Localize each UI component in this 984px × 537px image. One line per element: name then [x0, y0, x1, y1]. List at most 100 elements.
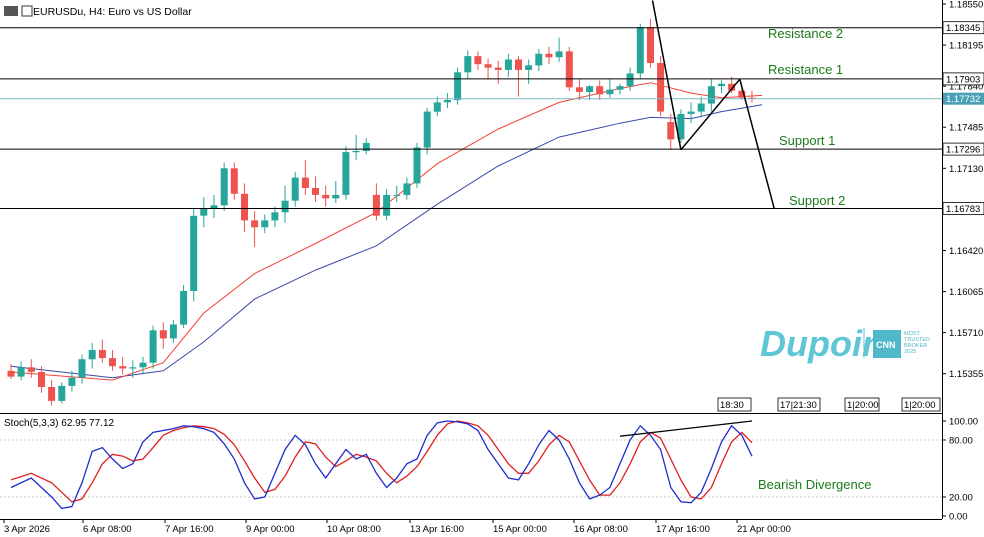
level-price-tag-text: 1.17903	[946, 74, 980, 85]
stoch-tick-label: 20.00	[949, 493, 973, 504]
candle-body	[149, 330, 157, 363]
badge-line-4: 2025	[904, 349, 916, 355]
levels-group	[0, 27, 942, 209]
candle-body	[575, 87, 583, 92]
candle-body	[606, 89, 614, 95]
price-tick-label: 1.18195	[949, 41, 983, 52]
candle-body	[210, 205, 218, 209]
future-time-label: 1|20:00	[847, 400, 879, 411]
candle-body	[261, 220, 269, 228]
candle-body	[596, 86, 604, 95]
level-price-tag	[942, 142, 984, 156]
level-price-tag-text: 1.17296	[946, 145, 980, 156]
candle-body	[281, 200, 289, 213]
future-time-box	[717, 397, 752, 412]
candle-body	[372, 194, 380, 216]
breakdown-projection-line	[739, 79, 776, 209]
resistance-2-label: Resistance 2	[768, 26, 843, 41]
time-tick-label: 9 Apr 00:00	[246, 524, 295, 535]
level-price-tag	[942, 202, 984, 215]
price-tick-label: 1.16420	[949, 246, 983, 257]
support-1-label: Support 1	[779, 133, 835, 148]
candle-body	[68, 377, 76, 386]
time-tick-label: 17 Apr 16:00	[656, 524, 710, 535]
time-tick-label: 10 Apr 08:00	[327, 524, 381, 535]
future-time-box	[844, 397, 880, 412]
candle-body	[88, 350, 96, 360]
candle-body	[27, 367, 35, 372]
future-time-label: 17|21:30	[780, 400, 817, 411]
time-tick-label: 7 Apr 16:00	[165, 524, 214, 535]
candle-body	[322, 194, 330, 199]
candle-body	[454, 72, 462, 101]
future-time-box	[901, 397, 941, 412]
support-2-label: Support 2	[789, 193, 845, 208]
candle-body	[667, 122, 675, 140]
future-time-labels: 18:30 17|21:30 1|20:00 1|20:00	[717, 397, 941, 412]
candle-body	[586, 86, 594, 92]
candle-body	[413, 147, 421, 184]
candle-body	[433, 102, 441, 112]
candle-body	[58, 385, 66, 401]
stochastic-group	[0, 420, 942, 510]
flag-pole-line	[651, 0, 682, 150]
candle-body	[78, 359, 86, 378]
time-tick-label: 3 Apr 2026	[4, 524, 50, 535]
candle-body	[504, 59, 512, 70]
badge-line-3: BROKER	[904, 343, 927, 349]
candle-body	[738, 90, 746, 98]
candle-body	[707, 86, 715, 104]
candle-body	[464, 56, 472, 73]
candle-body	[7, 370, 15, 377]
candle-body	[352, 151, 360, 153]
ma-fast-line	[10, 82, 763, 381]
stoch-axis-labels: 100.00 80.00 20.00 0.00	[942, 417, 978, 523]
price-tick-label: 1.18550	[949, 0, 983, 11]
future-time-box	[777, 397, 821, 412]
badge-line-1: MOST	[904, 331, 921, 337]
menu-icon[interactable]	[4, 6, 18, 16]
candle-body	[535, 53, 543, 66]
candle-body	[301, 177, 309, 188]
divergence-line	[619, 420, 753, 437]
candle-body	[271, 212, 279, 221]
candle-body	[139, 362, 147, 368]
candle-body	[342, 152, 350, 195]
candle-body	[565, 51, 573, 88]
candle-body	[657, 63, 665, 112]
stoch-tick-label: 0.00	[949, 512, 968, 523]
flag-channel-line	[680, 78, 741, 151]
price-tick-label: 1.15710	[949, 328, 983, 339]
level-price-tag-text: 1.18345	[946, 23, 980, 34]
current-price-tag	[943, 92, 984, 105]
candle-body	[484, 64, 492, 68]
symbol-title: EURUSDu, H4: Euro vs US Dollar	[33, 6, 192, 18]
candle-body	[443, 100, 451, 103]
price-tags-group: 1.18345 1.17903 1.17296 1.16783 1.17732	[942, 21, 984, 215]
candle-body	[687, 111, 695, 114]
candle-body	[677, 113, 685, 140]
candle-body	[190, 215, 198, 291]
dupoin-logo: Dupoin CNN MOST TRUSTED BROKER 2025	[760, 323, 930, 364]
candle-body	[383, 194, 391, 216]
candle-body	[98, 350, 106, 359]
level-price-tag-text: 1.16783	[946, 204, 980, 215]
candle-body	[636, 27, 644, 74]
candle-body	[728, 83, 736, 91]
current-price-tag-text: 1.17732	[946, 94, 980, 105]
candle-body	[403, 183, 411, 195]
candle-body	[230, 168, 238, 194]
candle-body	[647, 27, 654, 64]
candle-body	[515, 59, 522, 70]
candle-body	[200, 208, 208, 216]
time-tick-label: 16 Apr 08:00	[574, 524, 628, 535]
candle-body	[545, 53, 553, 58]
candle-body	[616, 86, 624, 90]
stoch-tick-label: 80.00	[949, 436, 973, 447]
candle-body	[241, 193, 248, 221]
trendlines-group	[651, 0, 776, 209]
candle-body	[697, 103, 705, 112]
